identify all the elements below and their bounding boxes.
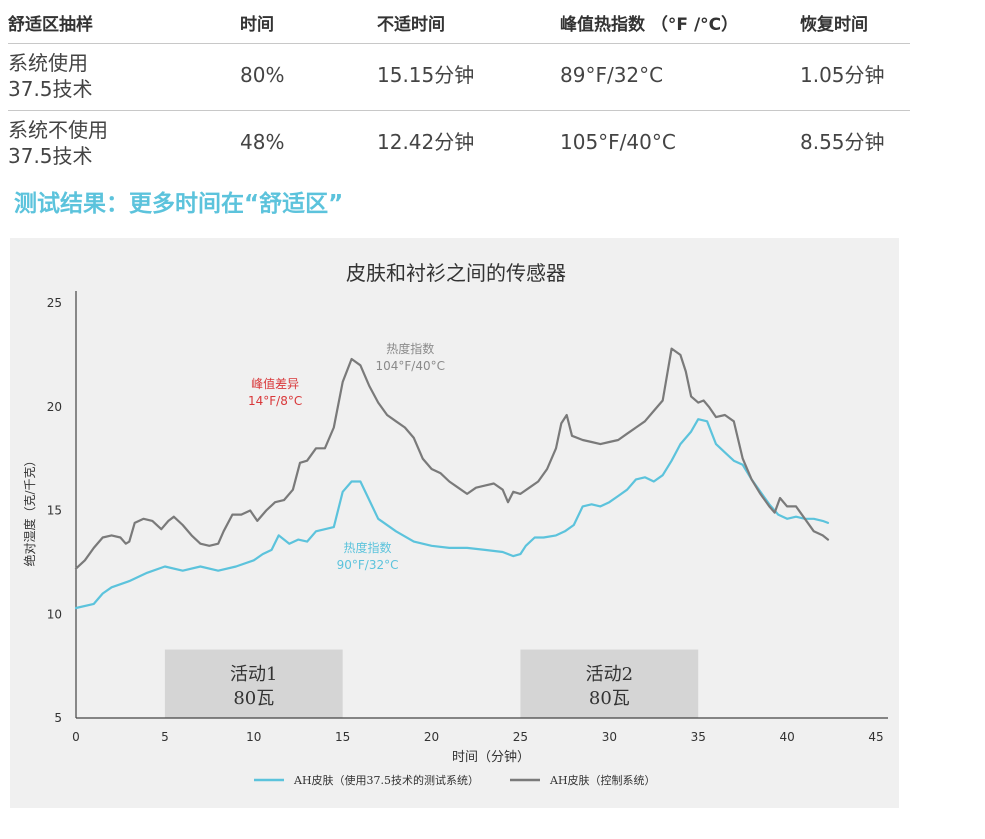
cell-discomfort-time: 12.42分钟 [377, 130, 475, 154]
test-heat-index-value: 90°F/32°C [337, 558, 399, 572]
activity-label: 活动2 [586, 664, 633, 685]
header-recovery-time: 恢复时间 [800, 15, 868, 35]
x-tick-label: 25 [513, 730, 528, 744]
table-row: 系统不使用 37.5技术 48% 12.42分钟 105°F/40°C 8.55… [8, 111, 910, 179]
x-tick-label: 5 [161, 730, 169, 744]
y-tick-label: 10 [47, 607, 62, 621]
row-label-line1: 系统不使用 [8, 118, 108, 142]
comparison-table: 舒适区抽样 时间 不适时间 峰值热指数 （°F /°C） 恢复时间 系统使用 3… [8, 0, 910, 179]
x-tick-label: 0 [72, 730, 80, 744]
peak-diff-value: 14°F/8°C [248, 394, 302, 408]
cell-recovery-time: 8.55分钟 [800, 130, 885, 154]
activity-power-label: 80瓦 [589, 688, 630, 709]
cell-peak-heat-index: 105°F/40°C [560, 130, 676, 154]
y-tick-label: 15 [47, 504, 62, 518]
activity-bar [164, 649, 343, 718]
cell-peak-heat-index: 89°F/32°C [560, 63, 664, 87]
legend-test-series-label: AH皮肤（使用37.5技术的测试系统） [293, 773, 479, 787]
peak-diff-label: 峰值差异 [251, 376, 299, 391]
row-label-line1: 系统使用 [8, 51, 88, 75]
activity-power-label: 80瓦 [233, 688, 274, 709]
y-axis-label: 绝对湿度（克/千克） [22, 454, 37, 566]
results-title: 测试结果：更多时间在“舒适区” [14, 191, 344, 217]
x-tick-label: 40 [779, 730, 794, 744]
y-tick-label: 20 [47, 400, 62, 414]
row-label-line2: 37.5技术 [8, 144, 93, 168]
control-heat-index-value: 104°F/40°C [375, 359, 445, 373]
header-discomfort-time: 不适时间 [377, 15, 445, 35]
x-tick-label: 35 [691, 730, 706, 744]
chart-title: 皮肤和衬衫之间的传感器 [346, 261, 566, 285]
row-label: 系统使用 37.5技术 [8, 50, 93, 102]
x-axis-label: 时间（分钟） [452, 749, 530, 765]
x-tick-label: 15 [335, 730, 350, 744]
test-heat-index-label: 热度指数 [344, 540, 392, 555]
header-peak-heat-index: 峰值热指数 （°F /°C） [560, 15, 739, 35]
control-series-line [74, 347, 830, 570]
header-time: 时间 [240, 15, 274, 35]
table-row: 系统使用 37.5技术 80% 15.15分钟 89°F/32°C 1.05分钟 [8, 44, 910, 111]
row-label-line2: 37.5技术 [8, 77, 93, 101]
humidity-chart: 皮肤和衬衫之间的传感器 活动1 80瓦 活动2 80瓦 5 10 15 20 25 0 5 10 15 20… [10, 238, 899, 808]
cell-recovery-time: 1.05分钟 [800, 63, 885, 87]
activity-bar [520, 649, 699, 718]
test-series-line [74, 418, 830, 610]
x-tick-label: 10 [246, 730, 261, 744]
x-tick-label: 20 [424, 730, 439, 744]
control-heat-index-label: 热度指数 [386, 341, 434, 356]
x-tick-label: 30 [602, 730, 617, 744]
y-tick-label: 5 [54, 711, 62, 725]
table-header-row: 舒适区抽样 时间 不适时间 峰值热指数 （°F /°C） 恢复时间 [8, 0, 910, 44]
y-tick-label: 25 [47, 296, 62, 310]
cell-discomfort-time: 15.15分钟 [377, 63, 475, 87]
activity-label: 活动1 [230, 664, 277, 685]
cell-time: 48% [240, 130, 285, 154]
cell-time: 80% [240, 63, 285, 87]
row-label: 系统不使用 37.5技术 [8, 117, 108, 169]
legend-control-series-label: AH皮肤（控制系统） [549, 773, 656, 787]
x-tick-label: 45 [868, 730, 883, 744]
header-comfort-sample: 舒适区抽样 [8, 15, 93, 35]
